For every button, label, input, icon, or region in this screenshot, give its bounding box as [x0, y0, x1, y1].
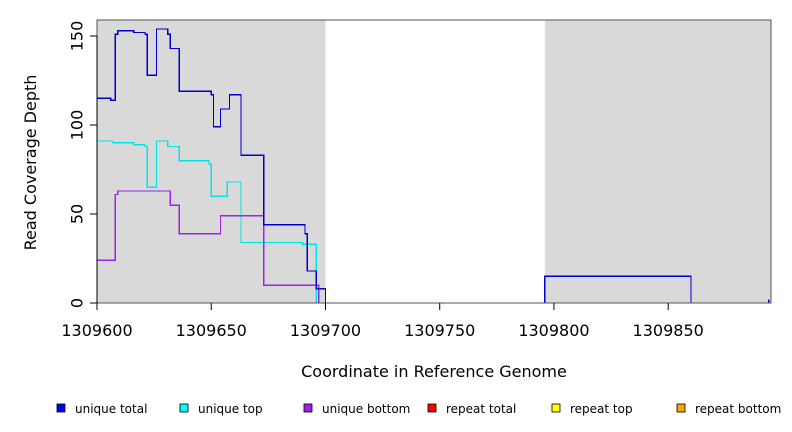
y-tick-label: 150 — [68, 21, 87, 52]
x-axis-title: Coordinate in Reference Genome — [301, 362, 567, 381]
y-tick-label: 50 — [68, 204, 87, 224]
series-line-unique-total — [97, 28, 770, 304]
legend-swatch-unique-total — [56, 403, 66, 413]
x-tick-label: 1309750 — [404, 321, 475, 340]
legend-label-repeat-top: repeat top — [570, 402, 633, 416]
x-tick-label: 1309650 — [176, 321, 247, 340]
legend-label-repeat-total: repeat total — [446, 402, 516, 416]
x-tick-label: 1309800 — [518, 321, 589, 340]
shaded-region-0 — [97, 20, 326, 303]
shaded-region-1 — [544, 20, 771, 303]
series-line-unique-top — [97, 140, 771, 304]
legend-swatch-repeat-top — [551, 403, 561, 413]
legend: unique total unique top unique bottom repea… — [56, 402, 781, 416]
x-tick-label: 1309700 — [290, 321, 361, 340]
y-axis: 0 50 100 150 — [68, 21, 98, 308]
shaded-regions — [97, 20, 771, 303]
legend-label-repeat-bottom: repeat bottom — [695, 402, 781, 416]
legend-swatch-repeat-total — [427, 403, 437, 413]
legend-label-unique-top: unique top — [198, 402, 263, 416]
x-tick-label: 1309600 — [61, 321, 132, 340]
legend-label-unique-bottom: unique bottom — [322, 402, 410, 416]
y-tick-label: 0 — [68, 298, 87, 308]
x-tick-label: 1309850 — [633, 321, 704, 340]
legend-label-unique-total: unique total — [75, 402, 147, 416]
legend-swatch-repeat-bottom — [676, 403, 686, 413]
legend-swatch-unique-top — [179, 403, 189, 413]
y-axis-title: Read Coverage Depth — [21, 75, 40, 251]
y-tick-label: 100 — [68, 110, 87, 141]
x-axis: 1309600 1309650 1309700 1309750 1309800 13098… — [61, 303, 704, 340]
legend-swatch-unique-bottom — [303, 403, 313, 413]
series-line-unique-bottom — [97, 190, 771, 304]
